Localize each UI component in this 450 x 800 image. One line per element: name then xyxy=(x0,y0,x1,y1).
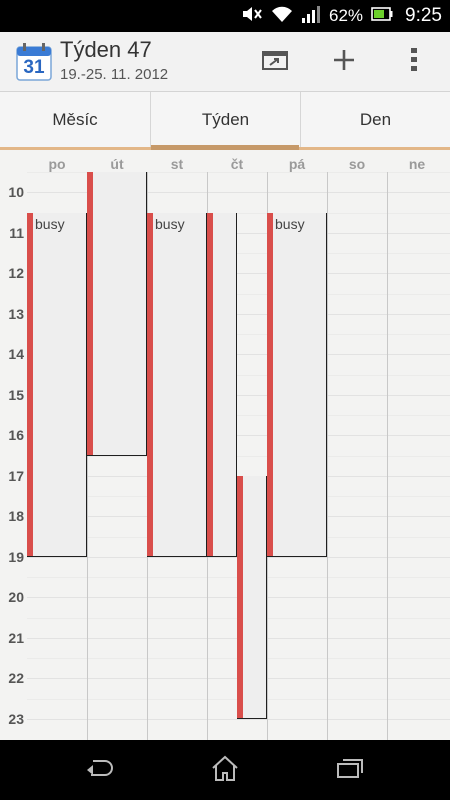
page-title: Týden 47 xyxy=(60,37,152,62)
recent-apps-icon xyxy=(335,757,365,784)
back-icon xyxy=(85,757,115,784)
day-label: po xyxy=(48,156,66,172)
tab-week[interactable]: Týden xyxy=(150,92,300,147)
hour-gridline xyxy=(27,719,450,720)
hour-gridline xyxy=(27,354,450,355)
event-color-bar xyxy=(207,213,213,556)
battery-icon xyxy=(371,6,393,27)
overflow-menu-button[interactable] xyxy=(394,42,434,82)
day-label: st xyxy=(170,156,184,172)
back-button[interactable] xyxy=(70,750,130,790)
event-color-bar xyxy=(27,213,33,556)
hour-gridline xyxy=(27,435,450,436)
hour-label: 18 xyxy=(8,508,24,524)
calendar-event[interactable] xyxy=(87,172,147,456)
half-hour-gridline xyxy=(27,334,450,335)
day-label: so xyxy=(348,156,366,172)
recent-apps-button[interactable] xyxy=(320,750,380,790)
view-tabs: Měsíc Týden Den xyxy=(0,92,450,150)
week-grid[interactable]: po út st čt pá so ne 10 11 12 13 14 15 16 17 18 19 20 21 22… xyxy=(0,150,450,740)
mute-icon xyxy=(241,5,263,28)
event-title: busy xyxy=(155,216,185,232)
day-column-divider xyxy=(87,172,88,740)
hour-label: 14 xyxy=(8,346,24,362)
half-hour-gridline xyxy=(27,415,450,416)
day-label: ne xyxy=(408,156,426,172)
hour-label: 19 xyxy=(8,549,24,565)
day-label: út xyxy=(110,156,124,172)
day-column-divider xyxy=(387,172,388,740)
action-bar: 31 Týden 47 19.-25. 11. 2012 xyxy=(0,32,450,92)
hour-label: 16 xyxy=(8,427,24,443)
calendar-event[interactable]: busy xyxy=(267,213,327,557)
go-to-today-icon xyxy=(262,49,288,76)
calendar-app-icon[interactable]: 31 xyxy=(16,43,52,81)
signal-icon xyxy=(301,5,321,28)
event-color-bar xyxy=(87,172,93,455)
overflow-menu-icon xyxy=(411,47,417,77)
calendar-event[interactable] xyxy=(237,476,267,719)
battery-percent: 62% xyxy=(328,6,364,25)
tab-month[interactable]: Měsíc xyxy=(0,92,150,147)
tab-label: Měsíc xyxy=(52,109,98,129)
event-color-bar xyxy=(237,476,243,718)
hour-label: 17 xyxy=(8,468,24,484)
add-event-button[interactable] xyxy=(324,42,364,82)
hour-label: 22 xyxy=(8,670,24,686)
tab-day[interactable]: Den xyxy=(300,92,450,147)
calendar-event[interactable]: busy xyxy=(27,213,87,557)
add-icon xyxy=(333,49,355,76)
hour-label: 13 xyxy=(8,306,24,322)
hour-gridline xyxy=(27,395,450,396)
hour-gridline xyxy=(27,233,450,234)
hour-label: 23 xyxy=(8,711,24,727)
status-bar: 62% 9:25 xyxy=(0,0,450,32)
hour-label: 15 xyxy=(8,387,24,403)
hour-label: 11 xyxy=(9,225,24,241)
half-hour-gridline xyxy=(27,213,450,214)
hour-gridline xyxy=(27,314,450,315)
home-button[interactable] xyxy=(195,750,255,790)
clock: 9:25 xyxy=(405,5,442,26)
calendar-event[interactable]: busy xyxy=(147,213,207,557)
hour-gridline xyxy=(27,192,450,193)
hour-label: 12 xyxy=(8,265,24,281)
selected-tab-indicator xyxy=(151,145,299,150)
hour-label: 20 xyxy=(8,589,24,605)
event-color-bar xyxy=(147,213,153,556)
event-title: busy xyxy=(275,216,305,232)
wifi-icon xyxy=(271,5,293,28)
app-icon-day: 31 xyxy=(23,57,45,78)
hour-gridline xyxy=(27,273,450,274)
tab-label: Týden xyxy=(201,109,250,129)
navigation-bar xyxy=(0,740,450,800)
half-hour-gridline xyxy=(27,253,450,254)
day-column-divider xyxy=(327,172,328,740)
home-icon xyxy=(210,755,240,786)
event-color-bar xyxy=(267,213,273,556)
calendar-event[interactable] xyxy=(207,213,237,557)
event-title: busy xyxy=(35,216,65,232)
date-range: 19.-25. 11. 2012 xyxy=(60,66,169,83)
half-hour-gridline xyxy=(27,456,450,457)
go-to-today-button[interactable] xyxy=(255,42,295,82)
day-label: čt xyxy=(230,156,244,172)
half-hour-gridline xyxy=(27,172,450,173)
tab-label: Den xyxy=(359,109,392,129)
day-label: pá xyxy=(288,156,306,172)
hour-label: 10 xyxy=(8,184,24,200)
hour-label: 21 xyxy=(8,630,24,646)
half-hour-gridline xyxy=(27,294,450,295)
half-hour-gridline xyxy=(27,375,450,376)
